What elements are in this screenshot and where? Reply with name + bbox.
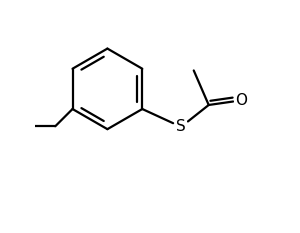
Text: O: O <box>235 93 247 108</box>
Text: S: S <box>176 119 186 134</box>
